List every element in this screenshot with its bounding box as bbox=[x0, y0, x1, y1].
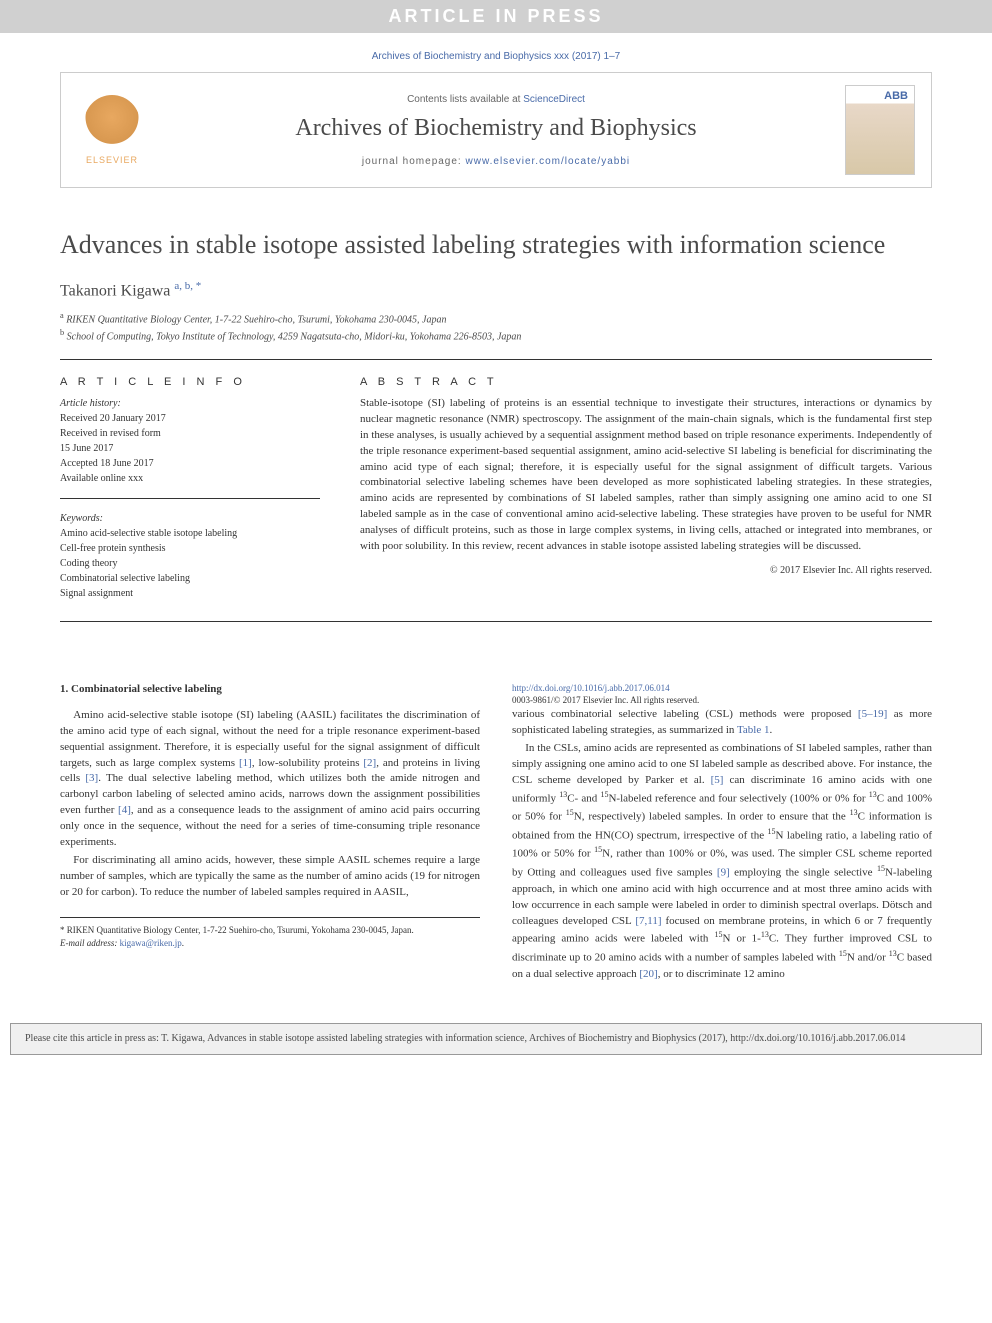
citation-header: Archives of Biochemistry and Biophysics … bbox=[0, 33, 992, 72]
ref-link[interactable]: [4] bbox=[118, 804, 131, 816]
ref-link[interactable]: [20] bbox=[639, 968, 657, 980]
affiliations-block: a RIKEN Quantitative Biology Center, 1-7… bbox=[60, 310, 932, 360]
affiliation-b: b School of Computing, Tokyo Institute o… bbox=[60, 327, 932, 344]
article-info-column: A R T I C L E I N F O Article history: R… bbox=[60, 376, 320, 601]
keyword: Amino acid-selective stable isotope labe… bbox=[60, 526, 320, 541]
body-paragraph: Amino acid-selective stable isotope (SI)… bbox=[60, 708, 480, 851]
isotope-sup: 13 bbox=[559, 790, 567, 799]
article-info-label: A R T I C L E I N F O bbox=[60, 376, 320, 388]
keywords-label: Keywords: bbox=[60, 511, 320, 526]
affiliation-b-text: School of Computing, Tokyo Institute of … bbox=[67, 332, 522, 343]
section-title: Combinatorial selective labeling bbox=[71, 683, 222, 695]
author-markers: a, b, * bbox=[174, 280, 201, 292]
journal-name: Archives of Biochemistry and Biophysics bbox=[167, 115, 825, 142]
citation-box: Please cite this article in press as: T.… bbox=[10, 1023, 982, 1055]
history-line: Received in revised form bbox=[60, 426, 320, 441]
ref-link[interactable]: [3] bbox=[85, 772, 98, 784]
ref-link[interactable]: [1] bbox=[239, 757, 252, 769]
ref-link[interactable]: [5–19] bbox=[858, 708, 887, 720]
abstract-copyright: © 2017 Elsevier Inc. All rights reserved… bbox=[360, 565, 932, 576]
journal-cover-thumbnail[interactable] bbox=[845, 85, 915, 175]
history-label: Article history: bbox=[60, 396, 320, 411]
body-paragraph: In the CSLs, amino acids are represented… bbox=[512, 741, 932, 983]
article-title: Advances in stable isotope assisted labe… bbox=[60, 228, 932, 262]
homepage-prefix: journal homepage: bbox=[362, 156, 466, 167]
isotope-sup: 13 bbox=[889, 949, 897, 958]
journal-center-block: Contents lists available at ScienceDirec… bbox=[167, 94, 825, 167]
keyword: Cell-free protein synthesis bbox=[60, 541, 320, 556]
body-text: , or to discriminate 12 amino bbox=[658, 968, 785, 980]
homepage-link[interactable]: www.elsevier.com/locate/yabbi bbox=[466, 156, 631, 167]
body-paragraph: For discriminating all amino acids, howe… bbox=[60, 853, 480, 901]
author-name: Takanori Kigawa bbox=[60, 282, 170, 299]
abstract-label: A B S T R A C T bbox=[360, 376, 932, 388]
isotope-sup: 15 bbox=[594, 845, 602, 854]
ref-link[interactable]: [9] bbox=[717, 867, 730, 879]
isotope-sup: 15 bbox=[768, 827, 776, 836]
history-line: Available online xxx bbox=[60, 471, 320, 486]
isotope-sup: 13 bbox=[850, 808, 858, 817]
table-ref-link[interactable]: Table 1 bbox=[737, 724, 770, 736]
affiliation-a: a RIKEN Quantitative Biology Center, 1-7… bbox=[60, 310, 932, 327]
elsevier-logo-text: ELSEVIER bbox=[86, 155, 138, 165]
elsevier-logo[interactable]: ELSEVIER bbox=[77, 90, 147, 170]
info-divider bbox=[60, 498, 320, 499]
issn-copyright: 0003-9861/© 2017 Elsevier Inc. All right… bbox=[512, 694, 932, 707]
elsevier-tree-icon bbox=[84, 95, 140, 151]
section-heading: 1. Combinatorial selective labeling bbox=[60, 682, 480, 698]
contents-prefix: Contents lists available at bbox=[407, 94, 523, 105]
isotope-sup: 13 bbox=[869, 790, 877, 799]
body-text: various combinatorial selective labeling… bbox=[512, 708, 858, 720]
doi-link[interactable]: http://dx.doi.org/10.1016/j.abb.2017.06.… bbox=[512, 683, 670, 693]
footnote-block: * RIKEN Quantitative Biology Center, 1-7… bbox=[60, 917, 480, 949]
body-text: N, respectively) labeled samples. In ord… bbox=[574, 811, 850, 823]
email-line: E-mail address: kigawa@riken.jp. bbox=[60, 937, 480, 950]
body-text: N or 1- bbox=[722, 933, 760, 945]
author-line: Takanori Kigawa a, b, * bbox=[60, 280, 932, 300]
ref-link[interactable]: [7,11] bbox=[635, 915, 661, 927]
keyword: Combinatorial selective labeling bbox=[60, 571, 320, 586]
isotope-sup: 15 bbox=[839, 949, 847, 958]
body-paragraph: various combinatorial selective labeling… bbox=[512, 707, 932, 739]
abstract-text: Stable-isotope (SI) labeling of proteins… bbox=[360, 396, 932, 555]
body-text: N-labeled reference and four selectively… bbox=[608, 792, 868, 804]
article-body: Advances in stable isotope assisted labe… bbox=[0, 188, 992, 1003]
journal-header-box: ELSEVIER Contents lists available at Sci… bbox=[60, 72, 932, 188]
email-suffix: . bbox=[182, 938, 184, 948]
doi-block: http://dx.doi.org/10.1016/j.abb.2017.06.… bbox=[512, 682, 932, 707]
sciencedirect-link[interactable]: ScienceDirect bbox=[523, 94, 585, 105]
section-number: 1. bbox=[60, 683, 68, 695]
email-label: E-mail address: bbox=[60, 938, 120, 948]
keyword: Coding theory bbox=[60, 556, 320, 571]
article-in-press-banner: ARTICLE IN PRESS bbox=[0, 0, 992, 33]
history-line: Received 20 January 2017 bbox=[60, 411, 320, 426]
history-line: 15 June 2017 bbox=[60, 441, 320, 456]
body-text: C- and bbox=[567, 792, 600, 804]
abstract-column: A B S T R A C T Stable-isotope (SI) labe… bbox=[360, 376, 932, 601]
affiliation-a-text: RIKEN Quantitative Biology Center, 1-7-2… bbox=[66, 314, 446, 325]
history-block: Article history: Received 20 January 201… bbox=[60, 396, 320, 486]
ref-link[interactable]: [5] bbox=[711, 774, 724, 786]
keywords-block: Keywords: Amino acid-selective stable is… bbox=[60, 511, 320, 601]
homepage-line: journal homepage: www.elsevier.com/locat… bbox=[167, 156, 825, 167]
email-address[interactable]: kigawa@riken.jp bbox=[120, 938, 182, 948]
isotope-sup: 15 bbox=[877, 864, 885, 873]
keyword: Signal assignment bbox=[60, 586, 320, 601]
info-abstract-row: A R T I C L E I N F O Article history: R… bbox=[60, 376, 932, 622]
contents-list-line: Contents lists available at ScienceDirec… bbox=[167, 94, 825, 105]
isotope-sup: 15 bbox=[566, 808, 574, 817]
corresponding-footnote: * RIKEN Quantitative Biology Center, 1-7… bbox=[60, 924, 480, 937]
body-text: . bbox=[769, 724, 772, 736]
body-text: N and/or bbox=[847, 952, 889, 964]
body-text: , low-solubility proteins bbox=[252, 757, 364, 769]
ref-link[interactable]: [2] bbox=[363, 757, 376, 769]
body-columns: 1. Combinatorial selective labeling Amin… bbox=[60, 682, 932, 983]
body-text: employing the single selective bbox=[730, 867, 877, 879]
isotope-sup: 13 bbox=[761, 930, 769, 939]
history-line: Accepted 18 June 2017 bbox=[60, 456, 320, 471]
